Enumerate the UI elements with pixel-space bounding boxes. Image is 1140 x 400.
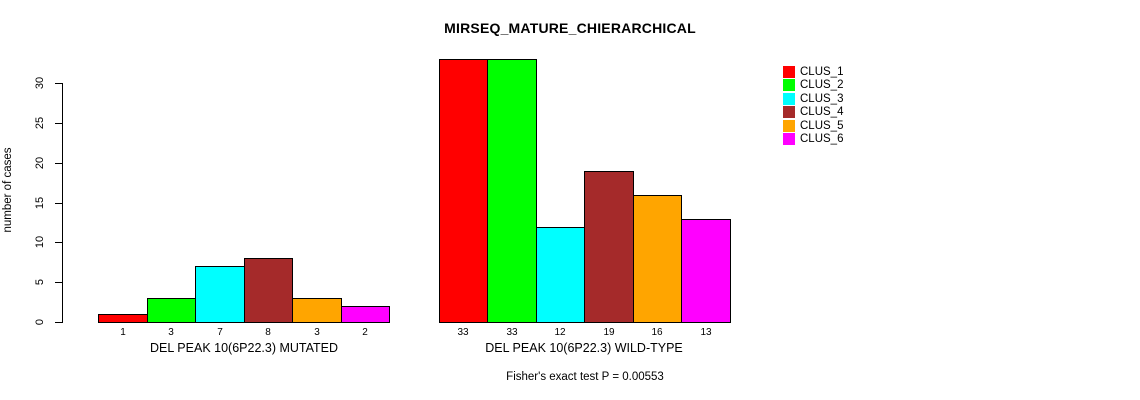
y-tick-label: 10 [34, 235, 46, 249]
y-tick-label: 0 [34, 318, 46, 326]
y-tick [55, 123, 62, 124]
bar-value-label: 12 [554, 327, 566, 338]
bar-value-label: 2 [362, 327, 368, 338]
legend-swatch [783, 93, 795, 105]
legend-swatch [783, 66, 795, 78]
bar-clus_3 [536, 227, 585, 323]
group-axis-label: DEL PEAK 10(6P22.3) MUTATED [149, 341, 339, 355]
legend-label: CLUS_3 [800, 93, 844, 105]
y-tick-label: 25 [34, 116, 46, 130]
bar-value-label: 33 [457, 327, 469, 338]
bar-clus_4 [244, 258, 293, 323]
legend-swatch [783, 133, 795, 145]
legend-label: CLUS_2 [800, 79, 844, 91]
bar-value-label: 16 [651, 327, 663, 338]
y-tick [55, 83, 62, 84]
y-tick [55, 163, 62, 164]
bar-clus_5 [633, 195, 682, 323]
legend-label: CLUS_1 [800, 66, 844, 78]
y-tick [55, 242, 62, 243]
bar-clus_3 [195, 266, 245, 323]
bar-value-label: 3 [168, 327, 174, 338]
bar-clus_1 [98, 314, 148, 323]
bar-value-label: 1 [120, 327, 126, 338]
y-tick-label: 15 [34, 196, 46, 210]
bar-value-label: 3 [314, 327, 320, 338]
group-axis-label: DEL PEAK 10(6P22.3) WILD-TYPE [485, 341, 683, 355]
y-axis-label: number of cases [2, 147, 14, 233]
legend-swatch [783, 120, 795, 132]
bar-clus_6 [341, 306, 390, 323]
y-axis-line [62, 83, 63, 323]
legend-label: CLUS_5 [800, 120, 844, 132]
bar-value-label: 19 [603, 327, 615, 338]
legend-label: CLUS_6 [800, 133, 844, 145]
y-tick-label: 5 [34, 278, 46, 286]
chart-title: MIRSEQ_MATURE_CHIERARCHICAL [444, 20, 696, 36]
y-tick-label: 20 [34, 156, 46, 170]
legend-swatch [783, 79, 795, 91]
bar-clus_6 [681, 219, 731, 323]
bar-clus_2 [147, 298, 196, 323]
bar-clus_1 [439, 59, 488, 323]
bar-value-label: 33 [506, 327, 518, 338]
bar-clus_4 [584, 171, 634, 323]
fisher-annotation: Fisher's exact test P = 0.00553 [506, 371, 664, 383]
bar-value-label: 7 [217, 327, 223, 338]
y-tick-label: 30 [34, 76, 46, 90]
y-tick [55, 282, 62, 283]
bar-clus_2 [487, 59, 537, 323]
bar-value-label: 13 [700, 327, 712, 338]
y-tick [55, 203, 62, 204]
legend-swatch [783, 106, 795, 118]
bar-clus_5 [292, 298, 342, 323]
legend-label: CLUS_4 [800, 106, 844, 118]
y-tick [55, 322, 62, 323]
bar-value-label: 8 [265, 327, 271, 338]
